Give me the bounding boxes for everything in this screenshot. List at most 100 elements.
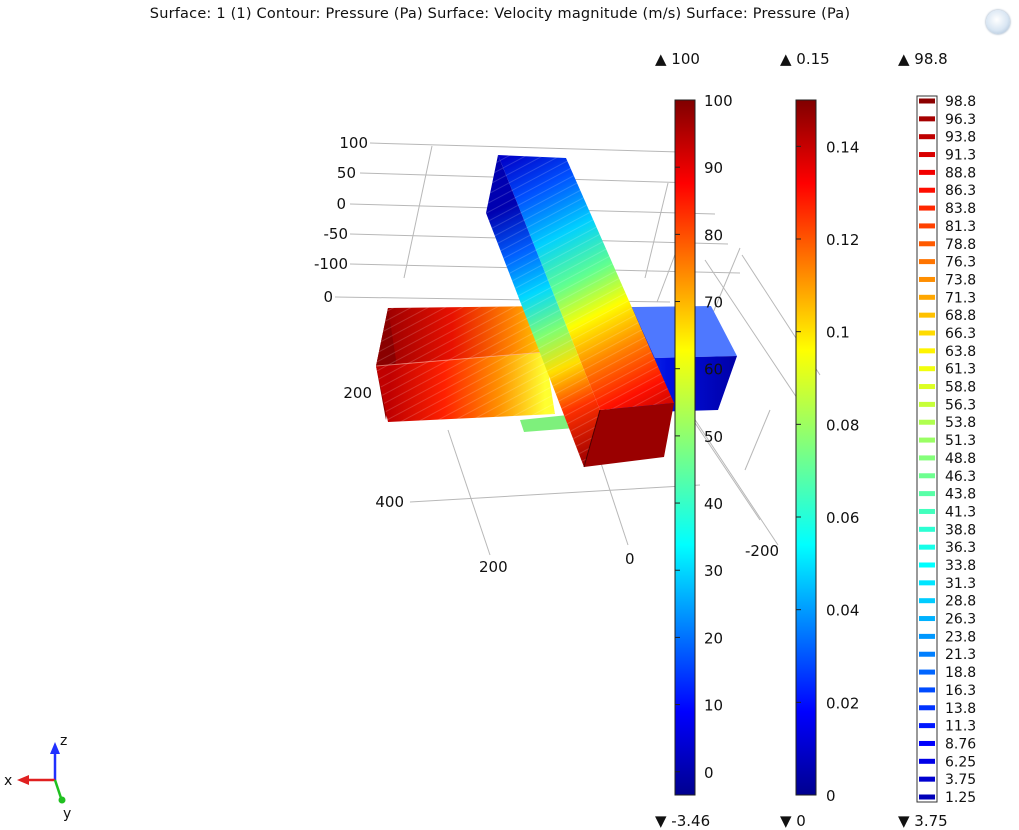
contour-level-swatch [919,134,935,140]
tick-label: 60 [704,361,723,379]
contour-level-swatch [919,223,935,229]
z-tick: -100 [314,255,348,273]
legend-max-label: ▲ 0.15 [780,50,830,68]
contour-level-label: 53.8 [945,415,976,431]
tick-label: 0.14 [826,138,859,156]
legend-max-label: ▲ 98.8 [898,50,948,68]
tick-label: 100 [704,92,733,110]
tick-label: 80 [704,226,723,244]
velocity-legend: ▲ 0.15 0.14 0.12 0.1 0.08 0.06 0.04 0.02 0 ▼ 0 [780,50,859,830]
y-tick: 0 [323,288,333,306]
contour-level-label: 1.25 [945,790,976,806]
tick-label: 20 [704,629,723,647]
y-tick: 200 [343,384,372,402]
axis-triad[interactable]: z x y [4,733,71,822]
contour-level-label: 41.3 [945,504,976,520]
contour-level-label: 43.8 [945,487,976,503]
tick-label: 30 [704,562,723,580]
contour-level-label: 38.8 [945,522,976,538]
contour-level-label: 81.3 [945,219,976,235]
contour-level-swatch [919,437,935,443]
contour-level-swatch [919,187,935,193]
contour-level-swatch [919,491,935,497]
contour-level-label: 68.8 [945,308,976,324]
contour-level-label: 33.8 [945,558,976,574]
legend-max-label: ▲ 100 [655,50,700,68]
contour-level-swatch [919,98,935,104]
contour-level-swatch [919,687,935,693]
bottom-face [520,415,575,432]
tick-label: 0.06 [826,509,859,527]
contour-level-label: 86.3 [945,183,976,199]
plot-title: Surface: 1 (1) Contour: Pressure (Pa) Su… [149,6,851,22]
contour-level-label: 83.8 [945,201,976,217]
x-tick: 200 [479,558,508,576]
contour-level-label: 23.8 [945,629,976,645]
contour-level-swatch [919,241,935,247]
contour-level-label: 13.8 [945,701,976,717]
contour-level-swatch [919,544,935,550]
contour-level-swatch [919,366,935,372]
x-tick: 0 [625,550,635,568]
triad-z-label: z [60,733,67,749]
contour-level-label: 6.25 [945,754,976,770]
contour-level-swatch [919,473,935,479]
tick-label: 0.04 [826,602,859,620]
tick-label: 0 [704,764,714,782]
contour-level-label: 48.8 [945,451,976,467]
contour-level-swatch [919,330,935,336]
contour-level-swatch [919,669,935,675]
contour-level-label: 88.8 [945,165,976,181]
z-tick: 50 [337,164,356,182]
z-tick: 0 [336,195,346,213]
contour-level-label: 46.3 [945,469,976,485]
velocity-colorbar [795,99,817,796]
contour-level-swatch [919,419,935,425]
pressure-colorbar [674,99,696,796]
contour-level-label: 11.3 [945,719,976,735]
y-tick: 400 [375,493,404,511]
contour-level-swatch [919,526,935,532]
contour-level-swatch [919,205,935,211]
contour-level-box [916,95,938,803]
contour-level-label: 26.3 [945,612,976,628]
z-tick: 100 [339,134,368,152]
tick-label: 50 [704,428,723,446]
contour-level-swatch [919,705,935,711]
contour-level-label: 36.3 [945,540,976,556]
tick-label: 40 [704,495,723,513]
tick-label: 10 [704,697,723,715]
contour-level-swatch [919,776,935,782]
contour-level-swatch [919,758,935,764]
contour-level-label: 61.3 [945,362,976,378]
contour-level-label: 3.75 [945,772,976,788]
triad-y-label: y [63,806,71,822]
contour-level-label: 18.8 [945,665,976,681]
tick-label: 0.12 [826,231,859,249]
comsol-logo-icon[interactable] [986,10,1010,34]
contour-level-swatch [919,312,935,318]
contour-level-swatch [919,616,935,622]
legend-min-label: ▼ 0 [780,812,806,830]
contour-level-swatch [919,740,935,746]
contour-level-label: 71.3 [945,290,976,306]
contour-level-swatch [919,401,935,407]
tick-label: 0.02 [826,694,859,712]
contour-level-label: 78.8 [945,237,976,253]
contour-level-label: 8.76 [945,736,976,752]
contour-level-label: 16.3 [945,683,976,699]
contour-level-label: 66.3 [945,326,976,342]
contour-level-swatch [919,276,935,282]
contour-level-label: 51.3 [945,433,976,449]
legend-min-label: ▼ 3.75 [898,812,948,830]
contour-level-label: 96.3 [945,112,976,128]
contour-level-swatch [919,348,935,354]
tick-label: 70 [704,294,723,312]
contour-level-label: 73.8 [945,272,976,288]
contour-level-swatch [919,651,935,657]
contour-level-swatch [919,152,935,158]
tick-label: 0.1 [826,324,850,342]
contour-level-swatch [919,633,935,639]
